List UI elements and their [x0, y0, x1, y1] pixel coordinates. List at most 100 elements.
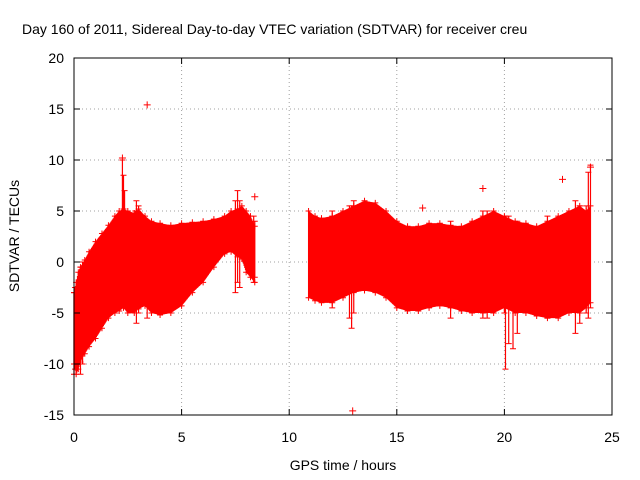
edge-marker: [228, 248, 235, 255]
spike-cap: [576, 205, 583, 324]
edge-marker: [565, 310, 572, 316]
y-tick-label: -15: [44, 407, 64, 423]
edge-marker: [469, 310, 476, 316]
plot-frame: [73, 57, 613, 416]
edge-marker: [92, 335, 99, 342]
edge-marker: [305, 294, 312, 301]
edge-marker: [92, 238, 99, 245]
y-tick-label: -5: [52, 305, 65, 321]
axis-ticks: 0 5 10 15 20 25 -15 -10 -5 0 5 10 15 20: [44, 50, 620, 445]
spike-cap: [329, 210, 336, 309]
edge-marker: [200, 218, 207, 225]
spike-cap: [120, 174, 127, 304]
x-tick-label: 5: [178, 429, 186, 445]
edge-marker: [436, 302, 443, 309]
edge-marker: [522, 310, 529, 316]
y-tick-label: 5: [56, 203, 64, 219]
edge-marker: [105, 315, 112, 322]
edge-marker: [361, 287, 368, 294]
spike-cap: [447, 220, 454, 319]
y-axis-label: SDTVAR / TECUs: [6, 180, 22, 292]
outlier-marker: [118, 154, 126, 162]
y-tick-label: 15: [48, 101, 64, 117]
edge-marker: [490, 310, 497, 316]
spike-cap: [72, 287, 79, 370]
edge-marker: [189, 289, 196, 296]
edge-marker: [221, 250, 228, 257]
x-tick-label: 15: [389, 429, 405, 445]
spike-cap: [484, 210, 491, 319]
edge-marker: [490, 208, 497, 214]
edge-marker: [340, 294, 346, 301]
edge-marker: [426, 304, 433, 311]
edge-marker: [436, 220, 443, 227]
x-axis-label: GPS time / hours: [290, 457, 397, 473]
x-tick-label: 0: [70, 429, 78, 445]
edge-marker: [404, 223, 411, 230]
edge-marker: [98, 325, 105, 332]
edge-marker: [142, 213, 149, 220]
edge-marker: [555, 315, 562, 322]
edge-marker: [555, 213, 562, 220]
edge-marker: [393, 304, 400, 311]
spike-cap: [232, 200, 239, 294]
edge-marker: [86, 343, 93, 350]
edge-marker: [533, 313, 540, 320]
edge-marker: [565, 208, 572, 214]
edge-marker: [318, 299, 325, 306]
outlier-marker: [586, 163, 594, 171]
edge-marker: [305, 208, 312, 214]
edge-marker: [383, 294, 390, 301]
spike-cap: [572, 200, 579, 334]
edge-marker: [148, 310, 155, 316]
edge-marker: [167, 222, 174, 229]
edge-marker: [157, 220, 164, 227]
edge-marker: [157, 312, 164, 319]
edge-marker: [111, 310, 118, 316]
edge-marker: [178, 220, 185, 227]
edge-marker: [221, 213, 228, 220]
edge-marker: [426, 220, 433, 227]
edge-marker: [124, 208, 131, 214]
edge-marker: [312, 213, 319, 220]
edge-marker: [393, 218, 400, 225]
outlier-marker: [349, 407, 357, 415]
edge-marker: [383, 208, 390, 214]
y-tick-label: 0: [56, 254, 64, 270]
data-points: [71, 101, 594, 415]
spike-cap: [144, 220, 151, 319]
edge-marker: [318, 215, 325, 222]
edge-marker: [243, 269, 250, 276]
edge-marker: [124, 310, 131, 316]
edge-marker: [210, 216, 217, 223]
y-tick-label: -10: [44, 356, 64, 372]
spike-cap: [251, 220, 258, 278]
spike-cap: [505, 215, 512, 345]
outlier-marker: [143, 101, 151, 109]
outlier-marker: [559, 175, 567, 183]
edge-marker: [469, 218, 476, 225]
edge-marker: [200, 279, 207, 286]
spike-cap: [544, 215, 551, 319]
spike-cap: [350, 200, 357, 314]
edge-marker: [210, 264, 217, 271]
outlier-marker: [251, 193, 259, 201]
edge-marker: [178, 302, 185, 309]
edge-marker: [116, 208, 123, 214]
spike-cap: [250, 215, 257, 283]
edge-marker: [167, 310, 174, 316]
spike-cap: [121, 190, 128, 299]
outlier-marker: [419, 204, 427, 212]
edge-marker: [340, 208, 346, 214]
edge-marker: [404, 307, 411, 314]
edge-marker: [458, 223, 465, 230]
x-tick-label: 20: [497, 429, 513, 445]
edge-marker: [415, 307, 422, 314]
spike-cap: [133, 200, 140, 324]
edge-marker: [116, 307, 123, 314]
edge-marker: [98, 230, 105, 237]
edge-marker: [458, 307, 465, 314]
spike-cap: [79, 261, 86, 365]
edge-marker: [189, 219, 196, 226]
